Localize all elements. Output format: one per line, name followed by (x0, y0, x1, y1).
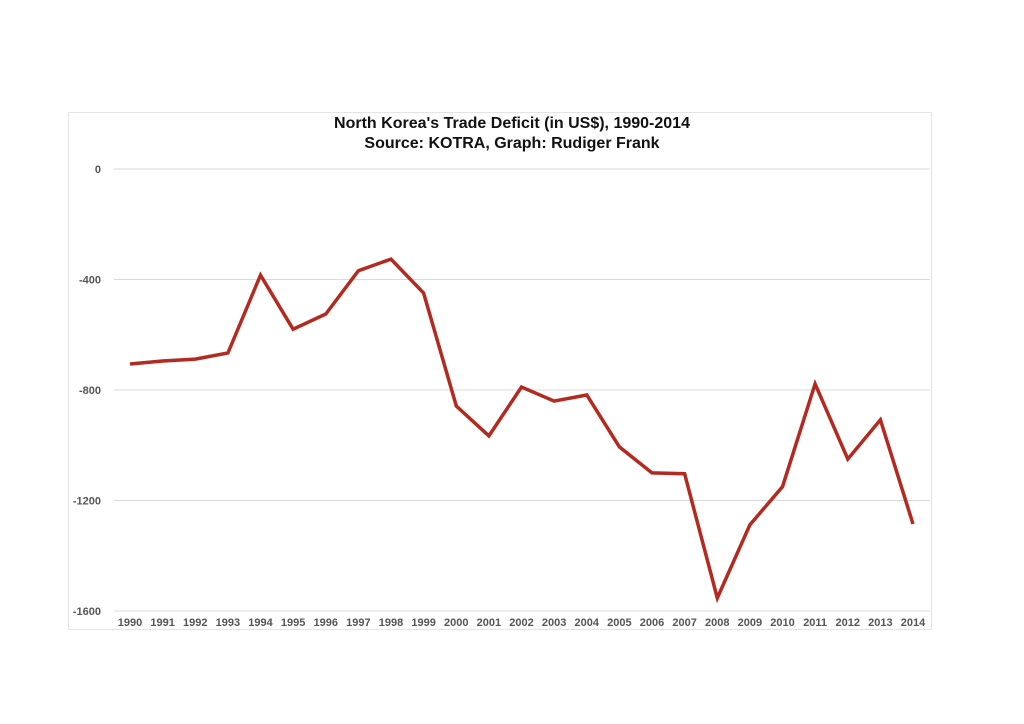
x-tick-label: 2010 (770, 617, 794, 629)
x-tick-label: 2001 (477, 617, 501, 629)
x-tick-label: 2003 (542, 617, 566, 629)
x-tick-label: 2012 (836, 617, 860, 629)
trade-deficit-line (129, 257, 915, 604)
x-axis-labels: 1990 1991 1992 1993 1994 1995 1996 1997 1998 1999… (118, 617, 926, 629)
y-tick-label: -800 (79, 385, 101, 397)
y-tick-label: -1200 (73, 496, 101, 508)
chart-subtitle: Source: KOTRA, Graph: Rudiger Frank (364, 135, 660, 152)
x-tick-label: 1998 (379, 617, 403, 629)
x-tick-label: 2009 (738, 617, 762, 629)
x-tick-label: 2005 (607, 617, 631, 629)
x-tick-label: 1997 (346, 617, 370, 629)
gridlines (114, 168, 930, 612)
x-tick-label: 2011 (803, 617, 827, 629)
x-tick-label: 1992 (183, 617, 207, 629)
y-axis-labels: 0 -400 -800 -1200 -1600 (73, 164, 101, 618)
x-tick-label: 2006 (640, 617, 664, 629)
x-tick-label: 1993 (216, 617, 240, 629)
x-tick-label: 2014 (901, 617, 926, 629)
chart-frame (68, 112, 932, 630)
x-tick-label: 2004 (575, 617, 600, 629)
x-tick-label: 1995 (281, 617, 305, 629)
chart-title: North Korea's Trade Deficit (in US$), 19… (334, 115, 690, 132)
x-tick-label: 1991 (150, 617, 174, 629)
x-tick-label: 2002 (509, 617, 533, 629)
x-tick-label: 1999 (411, 617, 435, 629)
x-tick-label: 2008 (705, 617, 729, 629)
y-tick-label: -1600 (73, 606, 101, 618)
x-tick-label: 2013 (868, 617, 892, 629)
x-tick-label: 1996 (314, 617, 338, 629)
x-tick-label: 1990 (118, 617, 142, 629)
x-tick-label: 1994 (248, 617, 273, 629)
x-tick-label: 2007 (672, 617, 696, 629)
y-tick-label: -400 (79, 275, 101, 287)
x-tick-label: 2000 (444, 617, 468, 629)
y-tick-label: 0 (95, 164, 101, 176)
